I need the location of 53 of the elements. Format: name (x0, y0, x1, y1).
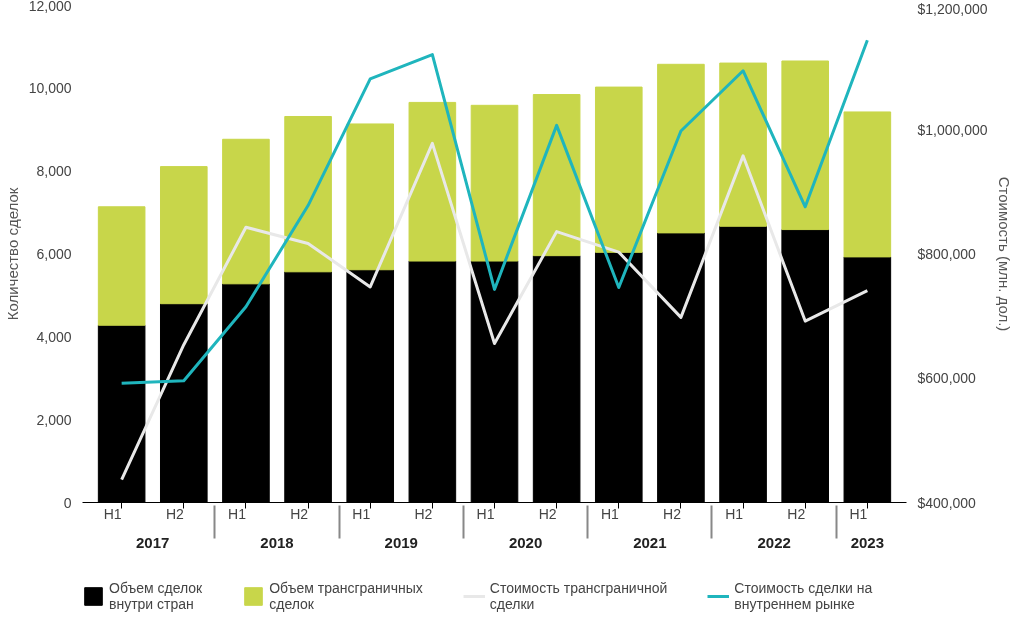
bar (843, 111, 892, 258)
bar (719, 62, 767, 227)
category-label: H1 (352, 505, 371, 522)
category-label: 2018 (260, 533, 294, 551)
category-label: H2 (290, 505, 309, 522)
y-tick-label: 8,000 (36, 163, 72, 180)
y2-tick-label: $1,200,000 (917, 0, 988, 17)
category-label: H1 (849, 505, 868, 522)
bar (346, 123, 395, 271)
y2-tick-label: $600,000 (917, 370, 977, 387)
y2-axis-title: Стоимость (млн. дол.) (995, 176, 1013, 332)
category-label: 2021 (633, 533, 667, 551)
y-tick-label: 12,000 (28, 0, 72, 14)
category-label: H1 (600, 505, 619, 522)
category-label: H2 (538, 505, 557, 522)
y2-tick-label: $1,000,000 (917, 121, 988, 138)
category-label: H1 (103, 505, 122, 522)
category-label: 2017 (136, 533, 170, 551)
category-label: H2 (165, 505, 184, 522)
category-label: 2023 (850, 533, 885, 551)
category-label: 2020 (508, 533, 543, 551)
y-tick-label: 6,000 (36, 246, 72, 262)
bar (97, 206, 146, 326)
line-series (120, 38, 869, 385)
category-label: H1 (228, 505, 246, 522)
bar (657, 63, 705, 234)
y-tick-label: 10,000 (28, 80, 72, 97)
y2-tick-label: $400,000 (917, 494, 977, 511)
category-label: H1 (725, 505, 744, 522)
line-series (120, 141, 869, 482)
y2-tick-label: $800,000 (917, 246, 977, 262)
legend-label: Стоимость сделки на внутреннем рынке (734, 580, 873, 612)
category-label: H2 (414, 505, 433, 522)
bar (408, 101, 457, 262)
y-tick-label: 0 (63, 494, 72, 511)
legend-label: Объем сделок внутри стран (109, 580, 203, 612)
category-label: 2019 (384, 533, 418, 551)
category-label: 2022 (757, 533, 791, 551)
y-axis-title: Количество сделок (3, 187, 21, 321)
bar (532, 94, 581, 257)
y-tick-label: 4,000 (36, 328, 72, 345)
bar (781, 60, 830, 231)
bar (222, 138, 270, 285)
category-label: H2 (787, 505, 806, 522)
legend-label: Объем трансграничных сделок (269, 580, 423, 612)
legend-label: Стоимость трансграничной сделки (489, 580, 668, 612)
category-label: H2 (663, 505, 681, 522)
bar (470, 104, 519, 262)
category-label: H1 (476, 505, 495, 522)
bar (159, 166, 208, 305)
bar (594, 86, 643, 253)
bar (284, 116, 332, 273)
y-tick-label: 2,000 (36, 411, 72, 428)
